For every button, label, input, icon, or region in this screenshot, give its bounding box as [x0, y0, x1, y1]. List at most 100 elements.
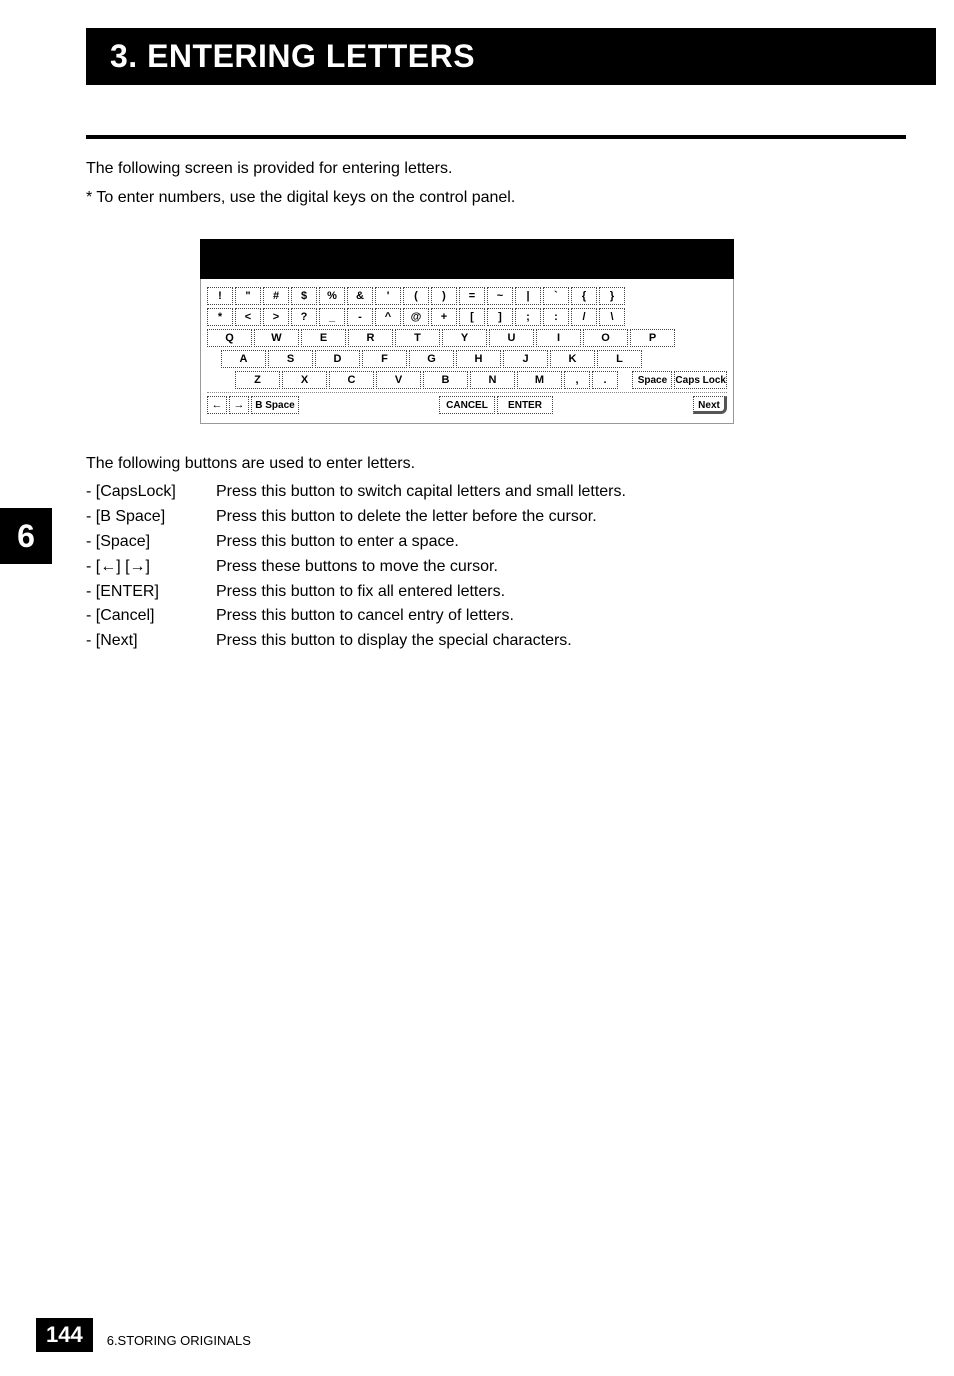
key-letter[interactable]: T	[395, 329, 440, 347]
key-symbol[interactable]: ~	[487, 287, 513, 305]
backspace-button[interactable]: B Space	[251, 396, 299, 414]
key-letter[interactable]: C	[329, 371, 374, 389]
keyboard-row-4: A S D F G H J K L	[207, 350, 727, 368]
key-symbol[interactable]: (	[403, 287, 429, 305]
key-letter[interactable]: B	[423, 371, 468, 389]
definition-key: - [Cancel]	[86, 604, 216, 629]
key-symbol[interactable]: +	[431, 308, 457, 326]
key-symbol[interactable]: ;	[515, 308, 541, 326]
key-symbol[interactable]: $	[291, 287, 317, 305]
keyboard-row-3: Q W E R T Y U I O P	[207, 329, 727, 347]
key-letter[interactable]: V	[376, 371, 421, 389]
key-letter[interactable]: A	[221, 350, 266, 368]
key-symbol[interactable]: <	[235, 308, 261, 326]
key-symbol[interactable]: ^	[375, 308, 401, 326]
key-letter[interactable]: O	[583, 329, 628, 347]
key-letter[interactable]: Y	[442, 329, 487, 347]
key-symbol[interactable]: =	[459, 287, 485, 305]
cancel-button[interactable]: CANCEL	[439, 396, 495, 414]
key-symbol[interactable]: {	[571, 287, 597, 305]
key-symbol[interactable]: '	[375, 287, 401, 305]
keyboard-screenshot-body: ! " # $ % & ' ( ) = ~ | ` { } * < > ?	[200, 279, 734, 424]
chapter-tab: 6	[0, 508, 52, 564]
arrow-left-button[interactable]: ←	[207, 396, 227, 414]
key-symbol[interactable]: ]	[487, 308, 513, 326]
key-letter[interactable]: D	[315, 350, 360, 368]
keyboard-row-2: * < > ? _ - ^ @ + [ ] ; : / \	[207, 308, 727, 326]
key-symbol[interactable]: >	[263, 308, 289, 326]
key-symbol[interactable]: -	[347, 308, 373, 326]
key-symbol[interactable]: :	[543, 308, 569, 326]
key-comma[interactable]: ,	[564, 371, 590, 389]
definition-key: - [B Space]	[86, 505, 216, 530]
content-area: The following screen is provided for ent…	[0, 85, 850, 654]
divider-top	[86, 135, 906, 139]
definition-key: - [Space]	[86, 530, 216, 555]
key-letter[interactable]: G	[409, 350, 454, 368]
keyboard-row-bottom: ← → B Space CANCEL ENTER Next	[207, 396, 727, 414]
key-letter[interactable]: K	[550, 350, 595, 368]
definition-key: - [CapsLock]	[86, 480, 216, 505]
definition-key: - [←] [→]	[86, 555, 216, 580]
key-letter[interactable]: R	[348, 329, 393, 347]
key-symbol[interactable]: #	[263, 287, 289, 305]
definition-row: - [←] [→] Press these buttons to move th…	[86, 555, 850, 580]
definition-text: Press these buttons to move the cursor.	[216, 555, 498, 580]
key-letter[interactable]: S	[268, 350, 313, 368]
key-letter[interactable]: J	[503, 350, 548, 368]
key-symbol[interactable]: |	[515, 287, 541, 305]
key-symbol[interactable]: `	[543, 287, 569, 305]
key-letter[interactable]: Z	[235, 371, 280, 389]
definition-row: - [Cancel] Press this button to cancel e…	[86, 604, 850, 629]
key-letter[interactable]: W	[254, 329, 299, 347]
key-symbol[interactable]: \	[599, 308, 625, 326]
key-symbol[interactable]: &	[347, 287, 373, 305]
key-letter[interactable]: N	[470, 371, 515, 389]
key-symbol[interactable]: %	[319, 287, 345, 305]
key-symbol[interactable]: *	[207, 308, 233, 326]
enter-button[interactable]: ENTER	[497, 396, 553, 414]
definition-text: Press this button to fix all entered let…	[216, 580, 505, 605]
definition-text: Press this button to enter a space.	[216, 530, 459, 555]
key-symbol[interactable]: ?	[291, 308, 317, 326]
key-letter[interactable]: H	[456, 350, 501, 368]
definition-row: - [Next] Press this button to display th…	[86, 629, 850, 654]
keyboard-separator	[207, 392, 727, 393]
keyboard-row-1: ! " # $ % & ' ( ) = ~ | ` { }	[207, 287, 727, 305]
definition-row: - [Space] Press this button to enter a s…	[86, 530, 850, 555]
key-period[interactable]: .	[592, 371, 618, 389]
key-letter[interactable]: Q	[207, 329, 252, 347]
page-footer: 144 6.STORING ORIGINALS	[36, 1318, 251, 1352]
capslock-button[interactable]: Caps Lock	[674, 371, 727, 389]
keyboard-screenshot: ! " # $ % & ' ( ) = ~ | ` { } * < > ?	[200, 239, 734, 424]
key-letter[interactable]: F	[362, 350, 407, 368]
key-symbol[interactable]: /	[571, 308, 597, 326]
key-symbol[interactable]: "	[235, 287, 261, 305]
chapter-tab-number: 6	[17, 518, 35, 555]
key-letter[interactable]: I	[536, 329, 581, 347]
keyboard-screenshot-header	[200, 239, 734, 279]
key-letter[interactable]: L	[597, 350, 642, 368]
key-letter[interactable]: P	[630, 329, 675, 347]
definition-row: - [ENTER] Press this button to fix all e…	[86, 580, 850, 605]
key-symbol[interactable]: !	[207, 287, 233, 305]
key-symbol[interactable]: )	[431, 287, 457, 305]
key-letter[interactable]: M	[517, 371, 562, 389]
definition-text: Press this button to delete the letter b…	[216, 505, 597, 530]
definition-text: Press this button to switch capital lett…	[216, 480, 626, 505]
key-symbol[interactable]: [	[459, 308, 485, 326]
chapter-label: 6.STORING ORIGINALS	[107, 1333, 251, 1352]
arrow-right-button[interactable]: →	[229, 396, 249, 414]
space-button[interactable]: Space	[632, 371, 672, 389]
definition-key: - [Next]	[86, 629, 216, 654]
key-symbol[interactable]: _	[319, 308, 345, 326]
page-title: 3. ENTERING LETTERS	[110, 38, 920, 75]
key-symbol[interactable]: @	[403, 308, 429, 326]
definitions-list: - [CapsLock] Press this button to switch…	[86, 480, 850, 654]
key-letter[interactable]: U	[489, 329, 534, 347]
key-symbol[interactable]: }	[599, 287, 625, 305]
page-number: 144	[36, 1318, 93, 1352]
key-letter[interactable]: X	[282, 371, 327, 389]
next-button[interactable]: Next	[693, 396, 727, 414]
key-letter[interactable]: E	[301, 329, 346, 347]
